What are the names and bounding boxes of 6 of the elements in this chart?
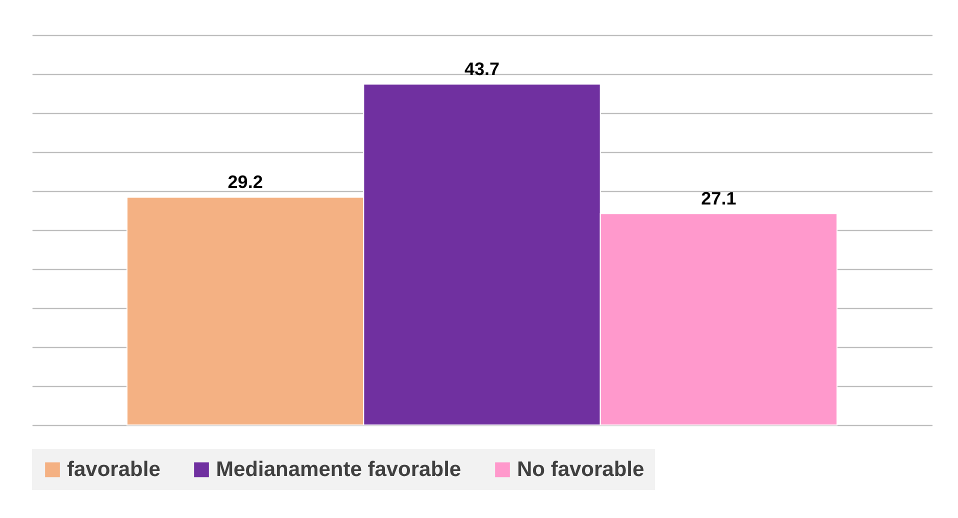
data-label: 29.2 [228,172,263,192]
data-label: 43.7 [464,59,500,80]
legend-label: No favorable [517,458,644,481]
data-label: 27.1 [701,188,736,209]
legend-label: favorable [67,458,160,481]
legend-label: Medianamente favorable [216,458,462,481]
